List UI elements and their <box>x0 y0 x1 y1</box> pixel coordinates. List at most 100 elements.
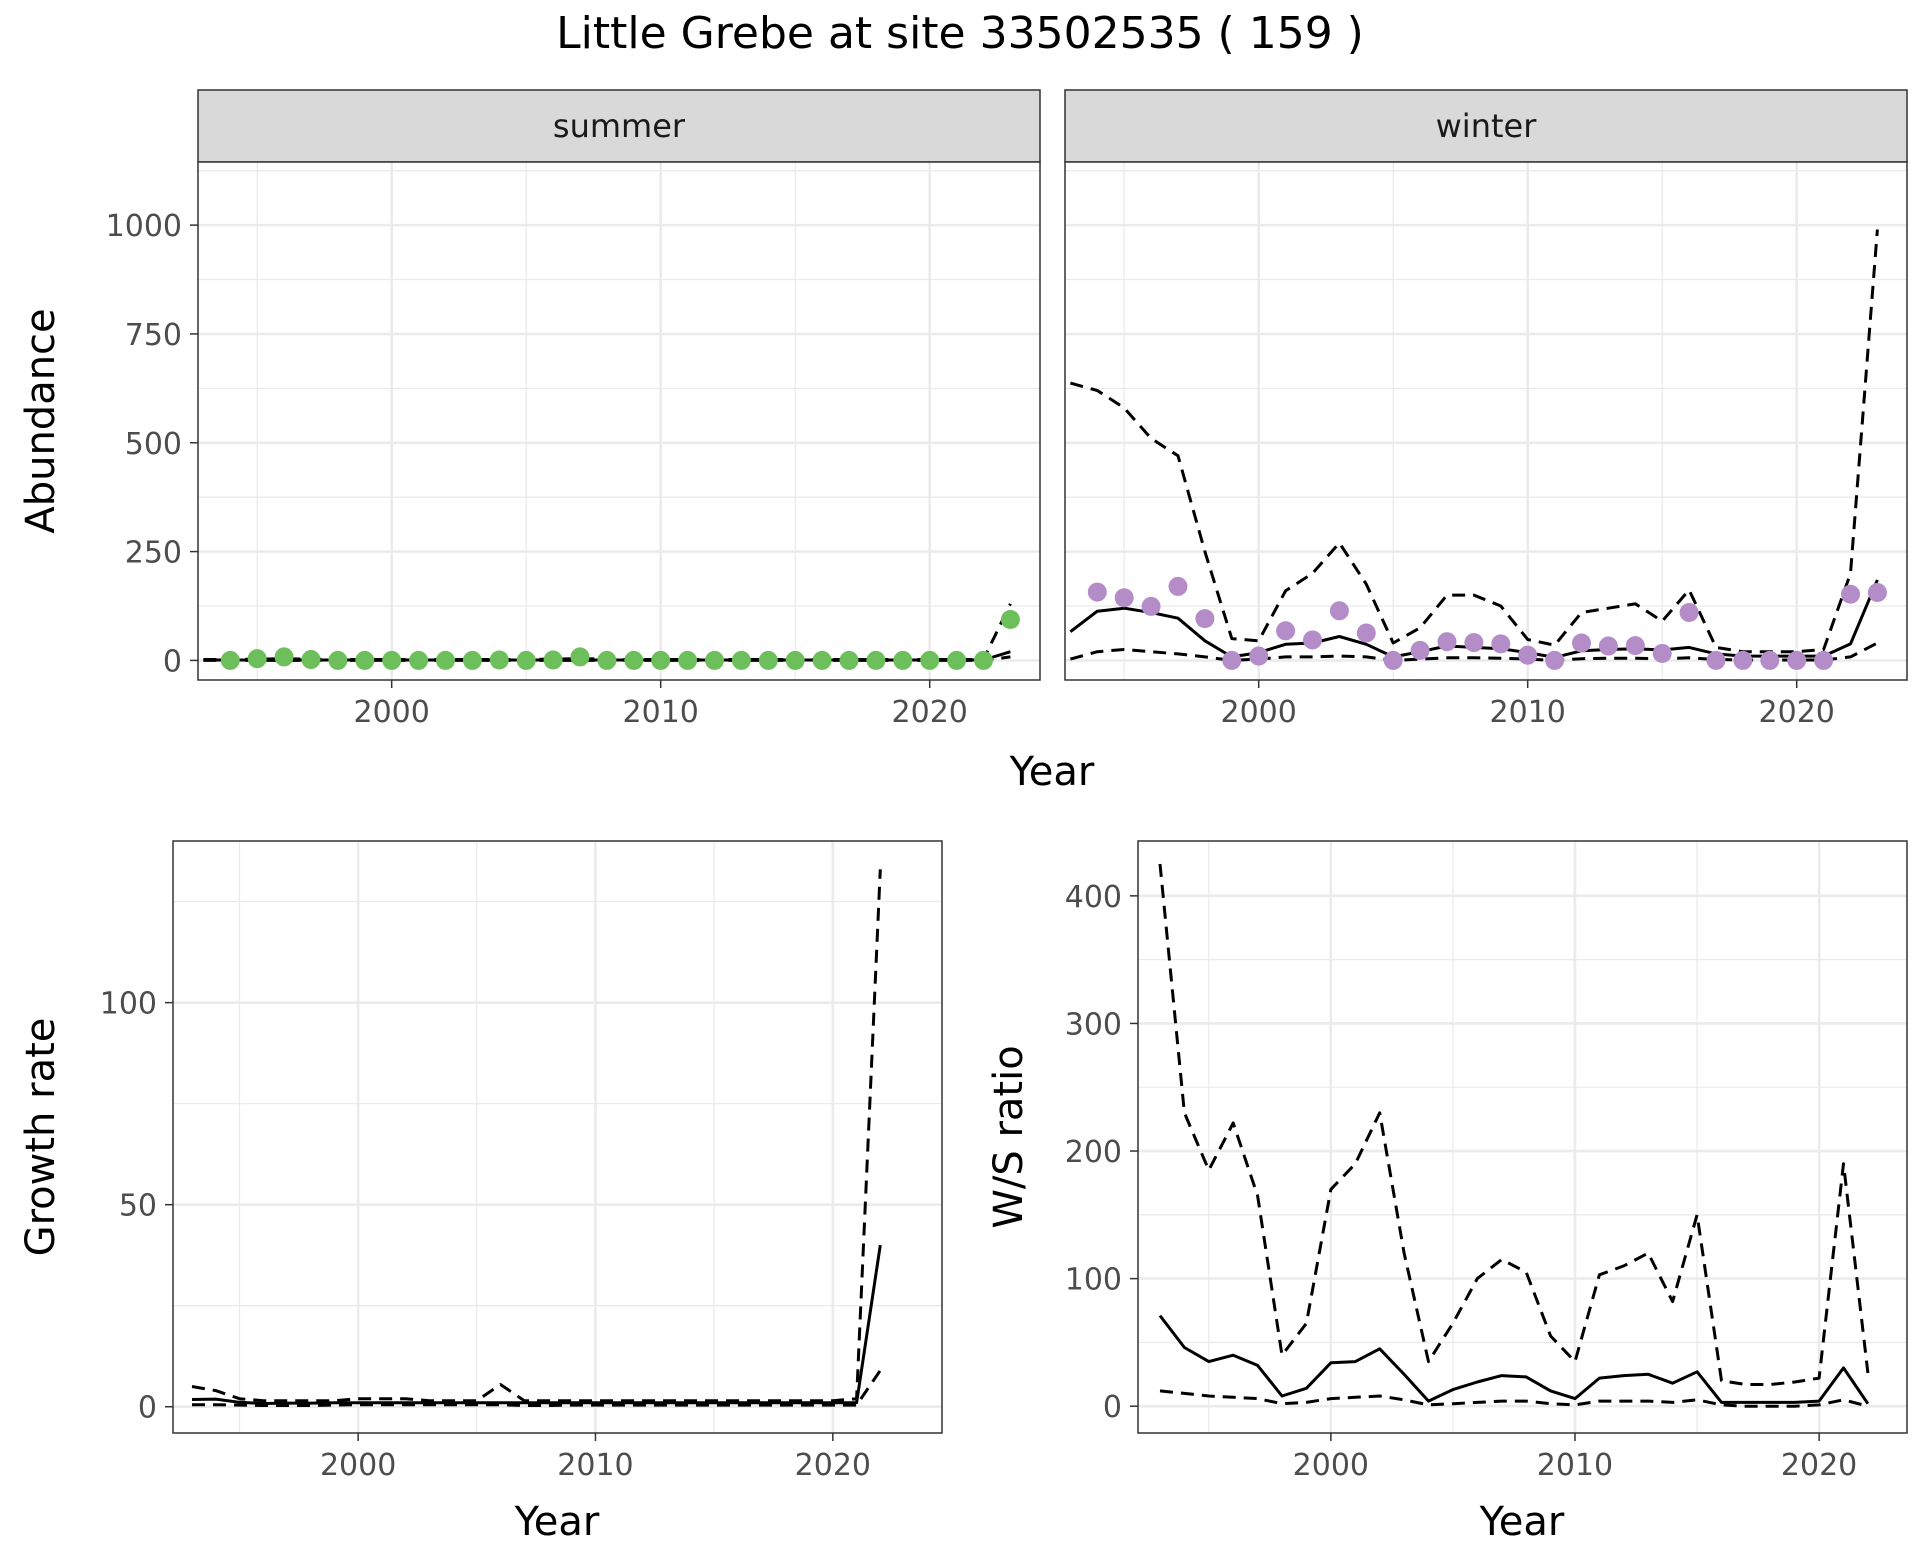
winter-observed-point <box>1518 645 1538 665</box>
growth-y-axis-label: Growth rate <box>18 1018 64 1257</box>
winter-observed-point <box>1867 583 1887 603</box>
winter-observed-point <box>1571 633 1591 653</box>
winter-plot-background <box>1065 162 1907 680</box>
summer-observed-point <box>220 650 240 670</box>
winter-observed-point <box>1598 636 1618 656</box>
summer-y-tick-label: 750 <box>125 318 182 353</box>
winter-x-tick-label: 2020 <box>1759 695 1835 730</box>
growth-y-ticks: 0 50 100 <box>100 987 173 1426</box>
growth-y-tick-label: 0 <box>138 1391 157 1426</box>
summer-gridlines <box>198 162 1040 680</box>
top-x-axis-label: Year <box>1009 749 1095 795</box>
ws-y-tick-label: 0 <box>1103 1390 1122 1425</box>
summer-x-tick-label: 2020 <box>892 695 968 730</box>
winter-observed-point <box>1464 633 1484 653</box>
winter-observed-point <box>1195 609 1215 629</box>
summer-observed-point <box>704 650 724 670</box>
summer-observed-point <box>301 650 321 670</box>
growth-estimate-line-0 <box>191 1244 882 1405</box>
summer-observed-point <box>274 647 294 667</box>
summer-observed-point <box>920 650 940 670</box>
abundance-y-axis-label: Abundance <box>18 308 64 533</box>
summer-observed-point <box>435 650 455 670</box>
summer-y-ticks: 0 250 500 750 1000 <box>106 209 198 679</box>
summer-observed-point <box>543 650 563 670</box>
summer-observed-point <box>247 649 267 669</box>
summer-observed-point <box>893 650 913 670</box>
ws-x-axis-label: Year <box>1479 1499 1565 1545</box>
growth-x-tick-label: 2010 <box>557 1448 633 1483</box>
winter-observed-point <box>1141 596 1161 616</box>
ws-gridlines <box>1138 841 1907 1433</box>
ws-x-tick-label: 2010 <box>1537 1448 1613 1483</box>
ws-y-tick-label: 400 <box>1065 880 1122 915</box>
winter-observed-point <box>1383 650 1403 670</box>
winter-observed-point <box>1760 650 1780 670</box>
summer-y-tick-label: 0 <box>163 644 182 679</box>
summer-observed-point <box>489 650 509 670</box>
winter-observed-point <box>1356 623 1376 643</box>
summer-observed-point <box>1000 609 1020 629</box>
winter-abundance-panel: winter 2000 2010 2020 <box>1064 89 1908 730</box>
summer-observed-point <box>812 650 832 670</box>
summer-observed-point <box>624 650 644 670</box>
summer-x-tick-label: 2010 <box>623 695 699 730</box>
summer-points <box>220 609 1020 670</box>
growth-bound-line-2 <box>192 1369 882 1407</box>
summer-observed-point <box>758 650 778 670</box>
winter-observed-point <box>1814 650 1834 670</box>
growth-x-tick-label: 2020 <box>795 1448 871 1483</box>
summer-observed-point <box>974 650 994 670</box>
winter-observed-point <box>1114 588 1134 608</box>
winter-panel-border <box>1064 161 1908 681</box>
chart-title: Little Grebe at site 33502535 ( 159 ) <box>556 8 1364 59</box>
summer-plot-background <box>198 162 1040 680</box>
winter-observed-point <box>1437 632 1457 652</box>
winter-observed-point <box>1302 630 1322 650</box>
summer-observed-point <box>462 650 482 670</box>
strip-winter <box>1064 89 1908 163</box>
winter-x-tick-label: 2010 <box>1490 695 1566 730</box>
summer-observed-point <box>839 650 859 670</box>
summer-y-tick-label: 1000 <box>106 209 182 244</box>
summer-observed-point <box>355 650 375 670</box>
winter-observed-point <box>1652 643 1672 663</box>
strip-winter-label: winter <box>1436 107 1538 145</box>
ws-panel-border <box>1137 840 1908 1434</box>
winter-x-ticks: 2000 2010 2020 <box>1221 680 1835 730</box>
summer-observed-point <box>947 650 967 670</box>
ws-plot-background <box>1138 841 1907 1433</box>
ws-bound-line-2 <box>1159 1389 1869 1408</box>
winter-observed-point <box>1168 576 1188 596</box>
growth-gridlines <box>173 841 942 1433</box>
ws-x-tick-label: 2000 <box>1293 1448 1369 1483</box>
winter-observed-point <box>1679 603 1699 623</box>
growth-y-tick-label: 50 <box>119 1189 157 1224</box>
summer-observed-point <box>731 650 751 670</box>
growth-bound-line-1 <box>191 869 882 1403</box>
winter-gridlines <box>1065 162 1907 680</box>
winter-points <box>1087 576 1887 670</box>
ws-bound-line-1 <box>1158 863 1870 1386</box>
ws-y-axis-label: W/S ratio <box>986 1045 1032 1228</box>
summer-observed-point <box>328 650 348 670</box>
winter-observed-point <box>1249 646 1269 666</box>
summer-y-tick-label: 250 <box>125 536 182 571</box>
ws-y-tick-label: 200 <box>1065 1135 1122 1170</box>
ws-ratio-panel: 2000 2010 2020 0 100 200 300 400 <box>1065 840 1908 1483</box>
ws-y-ticks: 0 100 200 300 400 <box>1065 880 1138 1425</box>
summer-x-ticks: 2000 2010 2020 <box>354 680 968 730</box>
ws-x-ticks: 2000 2010 2020 <box>1293 1433 1857 1483</box>
ws-y-tick-label: 100 <box>1065 1263 1122 1298</box>
strip-summer-label: summer <box>553 107 686 145</box>
growth-x-ticks: 2000 2010 2020 <box>320 1433 871 1483</box>
winter-observed-point <box>1222 650 1242 670</box>
growth-series <box>191 869 882 1407</box>
summer-panel-border <box>197 161 1041 681</box>
summer-observed-point <box>570 647 590 667</box>
summer-observed-point <box>516 650 536 670</box>
winter-observed-point <box>1087 582 1107 602</box>
winter-x-tick-label: 2000 <box>1221 695 1297 730</box>
ws-estimate-line-0 <box>1158 1314 1870 1405</box>
